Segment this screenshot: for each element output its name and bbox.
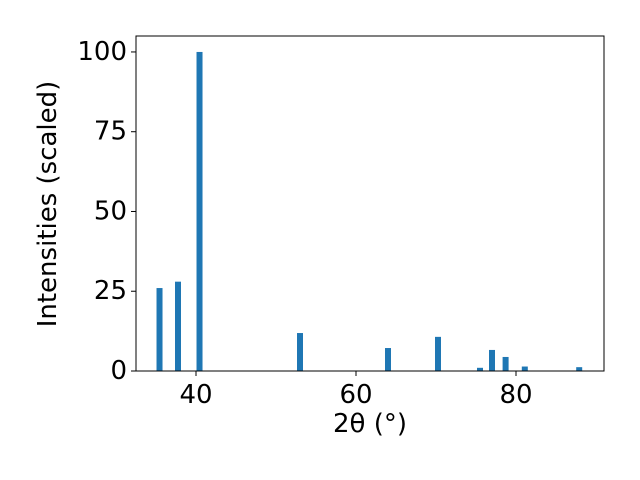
x-axis-label: 2θ (°)	[333, 409, 407, 439]
y-tick-label: 25	[94, 276, 127, 306]
y-axis-label: Intensities (scaled)	[33, 81, 63, 328]
bar	[477, 367, 483, 371]
x-tick-label: 40	[179, 380, 212, 410]
bar	[297, 333, 303, 371]
bar	[576, 367, 583, 371]
bar	[489, 349, 495, 371]
y-tick-label: 75	[94, 117, 127, 147]
bar	[521, 366, 528, 371]
y-tick-label: 0	[110, 356, 127, 386]
bar	[435, 336, 441, 371]
x-tick-label: 80	[499, 380, 532, 410]
bar	[196, 51, 203, 371]
x-tick-label: 60	[339, 380, 372, 410]
bar	[385, 348, 391, 371]
bar	[175, 281, 181, 371]
bar	[156, 288, 163, 371]
plot-frame	[135, 35, 605, 372]
bar	[502, 356, 509, 371]
y-tick-label: 100	[77, 37, 127, 67]
y-tick-label: 50	[94, 196, 127, 226]
